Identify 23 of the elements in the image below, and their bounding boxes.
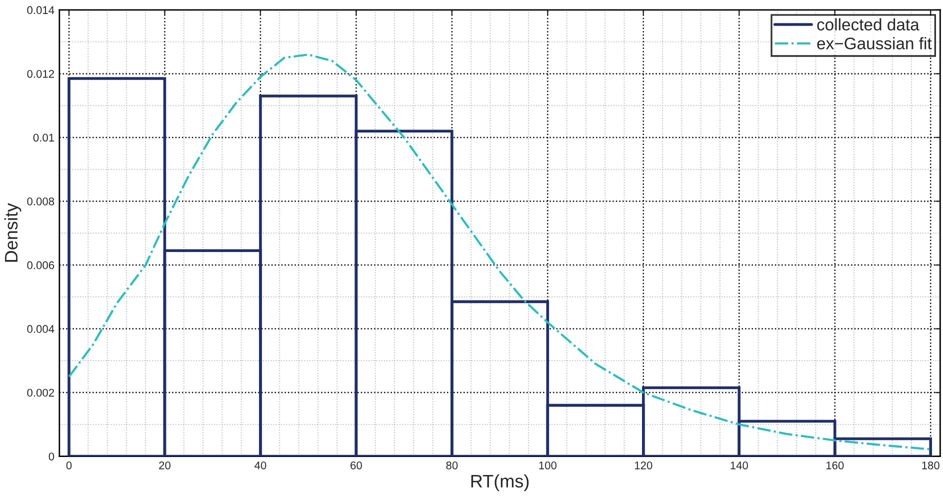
legend-label: ex−Gaussian fit <box>817 37 932 50</box>
x-axis-title: RT(ms) <box>471 474 529 492</box>
x-tick-label: 140 <box>730 461 748 470</box>
y-tick-label: 0.004 <box>27 325 54 333</box>
y-tick-label: 0.012 <box>27 70 54 78</box>
y-tick-label: 0.002 <box>27 388 54 397</box>
line-series <box>68 54 932 450</box>
y-tick-label: 0 <box>48 452 54 460</box>
legend-label: collected data <box>817 18 920 30</box>
x-tick-label: 80 <box>446 461 458 470</box>
x-tick-label: 100 <box>539 461 556 470</box>
x-tick-label: 0 <box>66 461 72 470</box>
y-tick-label: 0.006 <box>27 261 54 270</box>
y-tick-label: 0.014 <box>27 6 54 14</box>
x-tick-label: 180 <box>922 461 940 470</box>
y-tick-label: 0.008 <box>27 198 54 206</box>
x-tick-label: 60 <box>350 461 362 470</box>
y-axis-title: Density <box>4 203 22 262</box>
x-tick-label: 160 <box>826 461 844 470</box>
x-tick-label: 40 <box>254 461 266 470</box>
x-tick-label: 20 <box>159 461 170 470</box>
y-tick-label: 0.01 <box>33 134 54 142</box>
x-tick-label: 120 <box>634 461 652 470</box>
